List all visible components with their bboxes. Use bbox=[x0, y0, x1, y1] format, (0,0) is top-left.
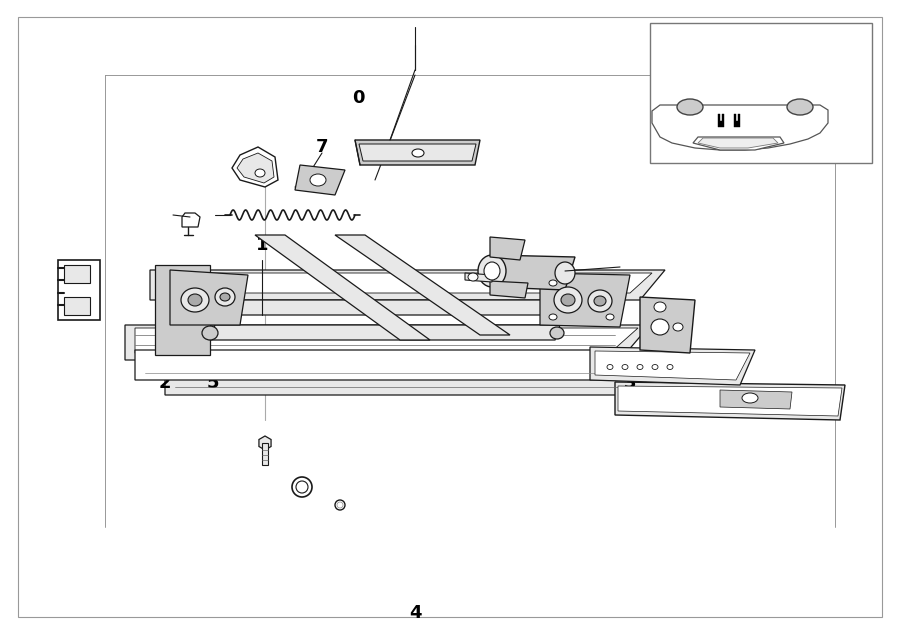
Polygon shape bbox=[718, 114, 724, 127]
Ellipse shape bbox=[651, 319, 669, 335]
Ellipse shape bbox=[561, 294, 575, 306]
Text: 3: 3 bbox=[624, 374, 636, 392]
Ellipse shape bbox=[742, 393, 758, 403]
Polygon shape bbox=[590, 347, 755, 385]
Text: 6: 6 bbox=[256, 161, 268, 179]
Text: 4: 4 bbox=[409, 604, 421, 622]
Text: 0: 0 bbox=[352, 89, 365, 107]
Ellipse shape bbox=[594, 296, 606, 306]
Ellipse shape bbox=[296, 481, 308, 493]
Polygon shape bbox=[698, 138, 778, 148]
Ellipse shape bbox=[588, 290, 612, 312]
Polygon shape bbox=[490, 281, 528, 298]
Polygon shape bbox=[595, 351, 750, 380]
Ellipse shape bbox=[654, 302, 666, 312]
Polygon shape bbox=[640, 297, 695, 353]
Polygon shape bbox=[615, 382, 845, 420]
Ellipse shape bbox=[192, 301, 208, 315]
Ellipse shape bbox=[310, 174, 326, 186]
Polygon shape bbox=[135, 350, 670, 380]
Polygon shape bbox=[64, 265, 90, 283]
Ellipse shape bbox=[188, 294, 202, 306]
Polygon shape bbox=[237, 153, 274, 183]
Ellipse shape bbox=[202, 326, 218, 340]
Text: 00007312: 00007312 bbox=[725, 150, 788, 163]
Ellipse shape bbox=[181, 288, 209, 312]
Polygon shape bbox=[210, 325, 560, 340]
Bar bbox=[650, 23, 872, 163]
Ellipse shape bbox=[220, 293, 230, 301]
Ellipse shape bbox=[255, 169, 265, 177]
Text: 2: 2 bbox=[158, 374, 171, 392]
Ellipse shape bbox=[607, 364, 613, 370]
Ellipse shape bbox=[484, 262, 500, 280]
Polygon shape bbox=[492, 255, 575, 290]
Ellipse shape bbox=[637, 364, 643, 370]
Ellipse shape bbox=[412, 149, 424, 157]
Ellipse shape bbox=[215, 288, 235, 306]
Text: 5: 5 bbox=[207, 374, 220, 392]
Polygon shape bbox=[335, 235, 510, 335]
Text: 7: 7 bbox=[316, 138, 328, 156]
Polygon shape bbox=[255, 235, 430, 340]
Polygon shape bbox=[58, 260, 100, 320]
Polygon shape bbox=[64, 297, 90, 315]
Ellipse shape bbox=[337, 502, 343, 508]
Ellipse shape bbox=[622, 364, 628, 370]
Ellipse shape bbox=[549, 280, 557, 286]
Polygon shape bbox=[295, 165, 345, 195]
Polygon shape bbox=[232, 147, 278, 187]
Polygon shape bbox=[170, 270, 248, 325]
Polygon shape bbox=[693, 137, 784, 150]
Polygon shape bbox=[135, 328, 638, 353]
Polygon shape bbox=[652, 105, 828, 150]
Polygon shape bbox=[160, 273, 652, 293]
Ellipse shape bbox=[555, 302, 569, 314]
Polygon shape bbox=[182, 213, 200, 227]
Ellipse shape bbox=[667, 364, 673, 370]
Ellipse shape bbox=[555, 262, 575, 284]
Polygon shape bbox=[355, 140, 480, 165]
Polygon shape bbox=[465, 273, 492, 282]
Bar bbox=[262, 443, 268, 465]
Polygon shape bbox=[490, 237, 525, 260]
Ellipse shape bbox=[335, 500, 345, 510]
Polygon shape bbox=[150, 270, 665, 300]
Ellipse shape bbox=[652, 364, 658, 370]
Ellipse shape bbox=[677, 99, 703, 115]
Polygon shape bbox=[359, 144, 476, 161]
Ellipse shape bbox=[554, 287, 582, 313]
Polygon shape bbox=[540, 273, 630, 327]
Ellipse shape bbox=[673, 323, 683, 331]
Ellipse shape bbox=[787, 99, 813, 115]
Text: 1: 1 bbox=[256, 236, 268, 254]
Ellipse shape bbox=[549, 314, 557, 320]
Ellipse shape bbox=[468, 273, 478, 281]
Ellipse shape bbox=[292, 477, 312, 497]
Polygon shape bbox=[200, 300, 565, 315]
Polygon shape bbox=[720, 390, 792, 409]
Polygon shape bbox=[125, 325, 650, 360]
Polygon shape bbox=[259, 436, 271, 450]
Ellipse shape bbox=[606, 314, 614, 320]
Polygon shape bbox=[155, 265, 210, 355]
Polygon shape bbox=[165, 370, 660, 395]
Ellipse shape bbox=[550, 327, 564, 339]
Ellipse shape bbox=[478, 255, 506, 287]
Polygon shape bbox=[734, 114, 740, 127]
Polygon shape bbox=[618, 386, 842, 416]
